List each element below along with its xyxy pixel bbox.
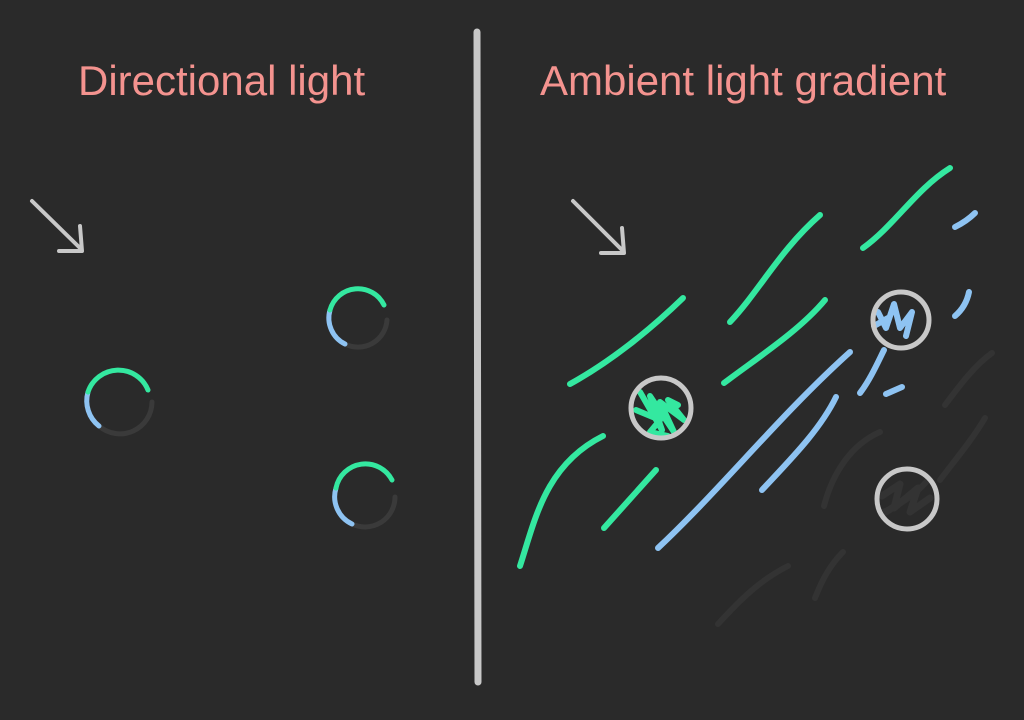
gradient-stroke xyxy=(860,165,953,251)
sphere-ambient-lit xyxy=(628,375,694,441)
sphere-fill-scribble xyxy=(878,480,934,516)
sphere-left-2 xyxy=(326,286,390,350)
gradient-strokes-mid xyxy=(655,210,978,551)
gradient-stroke xyxy=(821,429,883,509)
light-direction-arrow-right xyxy=(571,199,626,255)
gradient-stroke xyxy=(937,415,988,483)
gradient-stroke xyxy=(952,210,978,230)
gradient-stroke xyxy=(952,289,972,319)
title-ambient-light-gradient: Ambient light gradient xyxy=(540,57,947,104)
sphere-ambient-shadow xyxy=(874,466,940,532)
gradient-strokes-lit xyxy=(517,165,953,569)
sphere-fill-scribble xyxy=(871,301,915,339)
sphere-left-1 xyxy=(84,367,155,437)
sphere-mid-tone xyxy=(84,389,102,429)
sphere-lit-side xyxy=(333,461,395,491)
gradient-stroke xyxy=(721,297,828,386)
sphere-shadow-side xyxy=(349,494,398,530)
arrow-down-right-icon xyxy=(30,199,84,253)
sphere-outline xyxy=(870,289,932,351)
panel-divider xyxy=(473,28,482,686)
gradient-stroke xyxy=(655,349,853,551)
sphere-ambient-mid xyxy=(870,289,932,351)
sphere-left-3 xyxy=(332,461,398,530)
sphere-outline xyxy=(628,375,694,441)
gradient-stroke xyxy=(517,433,606,569)
gradient-stroke xyxy=(727,212,823,325)
sphere-lit-side xyxy=(85,367,151,395)
gradient-stroke xyxy=(601,467,659,531)
sphere-mid-tone xyxy=(326,307,348,347)
sphere-shadow-side xyxy=(96,399,155,437)
sphere-fill-scribble xyxy=(633,389,687,439)
sphere-mid-tone xyxy=(332,485,355,527)
gradient-stroke xyxy=(715,563,791,627)
sphere-shadow-side xyxy=(342,317,390,350)
light-direction-arrow-left xyxy=(30,199,84,253)
arrow-down-right-icon xyxy=(571,199,626,255)
sphere-outline xyxy=(874,466,940,532)
gradient-stroke xyxy=(883,384,905,397)
title-directional-light: Directional light xyxy=(78,57,366,104)
gradient-stroke xyxy=(942,350,995,408)
gradient-strokes-shadow xyxy=(715,350,995,627)
gradient-stroke xyxy=(857,347,887,396)
sphere-lit-side xyxy=(327,286,387,313)
gradient-stroke xyxy=(759,394,839,493)
gradient-stroke xyxy=(812,549,846,601)
gradient-stroke xyxy=(567,295,686,387)
